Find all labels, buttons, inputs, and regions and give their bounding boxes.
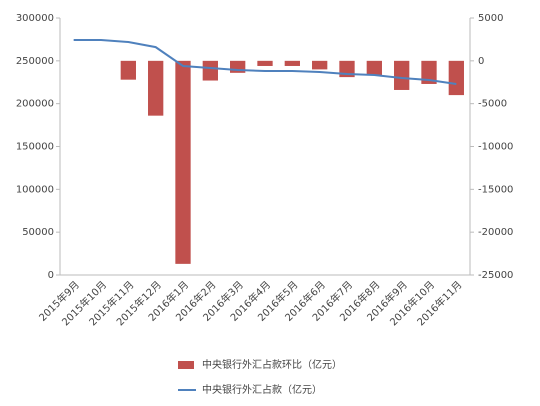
bar bbox=[120, 60, 136, 80]
bar bbox=[175, 60, 191, 264]
y2-tick-label: -25000 bbox=[478, 270, 513, 281]
bar bbox=[366, 60, 382, 76]
y2-tick-label: 5000 bbox=[478, 13, 503, 24]
y-tick-label: 50000 bbox=[22, 227, 54, 238]
x-tick-label: 2016年11月 bbox=[414, 278, 464, 328]
bar bbox=[148, 60, 164, 116]
y2-tick-label: 0 bbox=[478, 56, 484, 67]
y-tick-label: 100000 bbox=[16, 184, 54, 195]
line bbox=[73, 39, 457, 85]
bar bbox=[230, 60, 246, 73]
y2-tick-label: -10000 bbox=[478, 142, 513, 153]
legend-label: 中央银行外汇占款（亿元） bbox=[202, 383, 322, 396]
y-tick-label: 300000 bbox=[16, 13, 54, 24]
bar bbox=[312, 60, 328, 70]
bar bbox=[202, 60, 218, 81]
y-tick-label: 200000 bbox=[16, 99, 54, 110]
bar bbox=[421, 60, 437, 84]
y-tick-label: 250000 bbox=[16, 56, 54, 67]
bar bbox=[394, 60, 410, 90]
y-tick-label: 0 bbox=[48, 270, 54, 281]
bar bbox=[448, 60, 464, 96]
y2-tick-label: -20000 bbox=[478, 227, 513, 238]
legend-swatch bbox=[178, 361, 194, 369]
bar bbox=[284, 60, 300, 66]
bar bbox=[257, 60, 273, 66]
y2-tick-label: -5000 bbox=[478, 99, 507, 110]
y2-tick-label: -15000 bbox=[478, 184, 513, 195]
y-tick-label: 150000 bbox=[16, 142, 54, 153]
legend-label: 中央银行外汇占款环比（亿元） bbox=[202, 358, 342, 371]
